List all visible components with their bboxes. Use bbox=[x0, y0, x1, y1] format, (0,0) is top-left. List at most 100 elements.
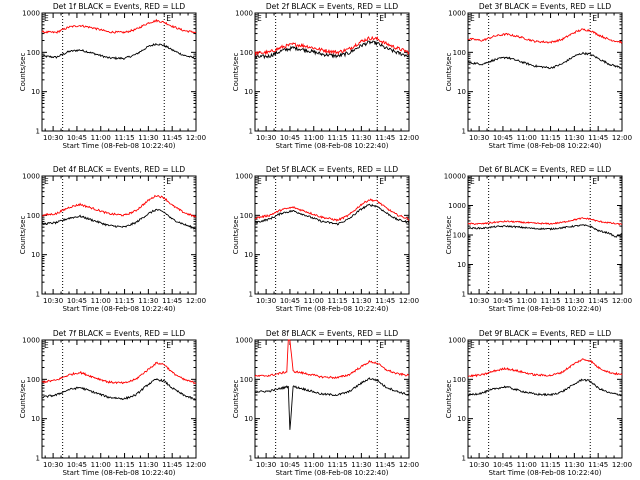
x-tick-label: 11:00 bbox=[304, 461, 324, 469]
series-lld-line bbox=[467, 217, 622, 226]
y-tick-label: 100 bbox=[27, 376, 40, 384]
series-lld-line bbox=[254, 35, 410, 57]
marker-label-right: E bbox=[379, 341, 384, 350]
marker-label-right: E bbox=[592, 177, 597, 186]
x-tick-label: 11:30 bbox=[138, 297, 158, 305]
x-tick-label: 12:00 bbox=[612, 134, 632, 142]
series-lld-line bbox=[254, 339, 410, 380]
x-tick-label: 10:45 bbox=[493, 297, 513, 305]
x-tick-label: 10:45 bbox=[67, 461, 87, 469]
x-tick-label: 10:45 bbox=[280, 461, 300, 469]
y-tick-label: 10 bbox=[457, 88, 466, 96]
x-tick-label: 11:15 bbox=[327, 461, 347, 469]
x-tick-label: 11:00 bbox=[304, 297, 324, 305]
y-tick-label: 100 bbox=[27, 212, 40, 220]
x-tick-label: 10:30 bbox=[43, 134, 63, 142]
y-axis-label: Counts/sec bbox=[445, 380, 453, 419]
y-axis-label: Counts/sec bbox=[232, 53, 240, 92]
y-tick-label: 1 bbox=[462, 291, 466, 299]
marker-label-left: E bbox=[257, 341, 262, 350]
series-events-line bbox=[467, 224, 623, 238]
y-tick-label: 10 bbox=[457, 415, 466, 423]
x-tick-label: 12:00 bbox=[399, 297, 419, 305]
panel-det-1f: Det 1f BLACK = Events, RED = LLD 1 10 100 10… bbox=[19, 2, 206, 150]
x-tick-label: 10:45 bbox=[67, 297, 87, 305]
marker-label-right: E bbox=[592, 341, 597, 350]
x-tick-label: 11:00 bbox=[91, 134, 111, 142]
series-lld-line bbox=[254, 198, 410, 222]
series-events-line bbox=[41, 208, 197, 230]
y-tick-label: 1000 bbox=[235, 337, 253, 345]
x-axis-label: Start Time (08-Feb-08 10:22:40) bbox=[275, 305, 388, 313]
y-tick-label: 1000 bbox=[22, 337, 40, 345]
marker-label-right: E bbox=[379, 177, 384, 186]
y-tick-label: 1000 bbox=[22, 173, 40, 181]
y-tick-label: 1 bbox=[36, 455, 40, 463]
x-tick-label: 11:30 bbox=[138, 461, 158, 469]
x-tick-label: 10:45 bbox=[493, 134, 513, 142]
y-tick-label: 100 bbox=[453, 232, 466, 240]
panel-det-8f: Det 8f BLACK = Events, RED = LLD 1 10 100 10… bbox=[232, 329, 419, 477]
y-tick-label: 10 bbox=[457, 261, 466, 269]
x-tick-label: 11:15 bbox=[540, 297, 560, 305]
plot-frame bbox=[467, 175, 623, 295]
y-tick-label: 10 bbox=[31, 251, 40, 259]
x-tick-label: 10:45 bbox=[280, 297, 300, 305]
marker-label-right: E bbox=[592, 14, 597, 23]
y-tick-label: 100 bbox=[240, 212, 253, 220]
chart-title: Det 8f BLACK = Events, RED = LLD bbox=[266, 329, 399, 338]
x-tick-label: 11:30 bbox=[138, 134, 158, 142]
x-tick-label: 10:30 bbox=[469, 134, 489, 142]
x-tick-label: 10:30 bbox=[469, 461, 489, 469]
x-tick-label: 11:15 bbox=[114, 134, 134, 142]
y-tick-label: 1000 bbox=[448, 10, 466, 18]
series-events-line bbox=[254, 40, 410, 60]
x-tick-label: 11:15 bbox=[327, 297, 347, 305]
x-tick-label: 12:00 bbox=[612, 297, 632, 305]
x-tick-label: 11:30 bbox=[351, 297, 371, 305]
marker-label-left: E bbox=[470, 177, 475, 186]
plot-frame bbox=[41, 339, 197, 459]
chart-title: Det 5f BLACK = Events, RED = LLD bbox=[266, 165, 399, 174]
x-tick-label: 11:15 bbox=[114, 297, 134, 305]
y-tick-label: 1000 bbox=[235, 173, 253, 181]
series-lld-line bbox=[467, 358, 623, 378]
y-tick-label: 10 bbox=[31, 88, 40, 96]
x-tick-label: 11:30 bbox=[351, 134, 371, 142]
series-events-line bbox=[41, 43, 196, 61]
chart-title: Det 2f BLACK = Events, RED = LLD bbox=[266, 2, 399, 11]
y-tick-label: 1000 bbox=[448, 337, 466, 345]
x-tick-label: 11:30 bbox=[564, 461, 584, 469]
y-axis-label: Counts/sec bbox=[19, 216, 27, 255]
y-tick-label: 1 bbox=[36, 128, 40, 136]
y-axis-label: Counts/sec bbox=[232, 216, 240, 255]
chart-title: Det 4f BLACK = Events, RED = LLD bbox=[53, 165, 186, 174]
x-tick-label: 11:15 bbox=[540, 134, 560, 142]
chart-title: Det 1f BLACK = Events, RED = LLD bbox=[53, 2, 186, 11]
marker-label-left: E bbox=[44, 341, 49, 350]
x-tick-label: 12:00 bbox=[186, 297, 206, 305]
x-tick-label: 10:30 bbox=[256, 134, 276, 142]
y-tick-label: 100 bbox=[453, 376, 466, 384]
x-tick-label: 11:45 bbox=[588, 461, 608, 469]
x-tick-label: 11:45 bbox=[588, 297, 608, 305]
x-tick-label: 11:45 bbox=[162, 461, 182, 469]
plot-frame bbox=[254, 12, 410, 132]
y-tick-label: 10 bbox=[31, 415, 40, 423]
panel-det-4f: Det 4f BLACK = Events, RED = LLD 1 10 100 10… bbox=[19, 165, 206, 313]
x-axis-label: Start Time (08-Feb-08 10:22:40) bbox=[275, 469, 388, 477]
panel-det-3f: Det 3f BLACK = Events, RED = LLD 1 10 100 10… bbox=[445, 2, 632, 150]
x-axis-label: Start Time (08-Feb-08 10:22:40) bbox=[488, 142, 601, 150]
plot-frame bbox=[254, 339, 410, 459]
series-events-line bbox=[467, 378, 623, 397]
plot-frame bbox=[41, 12, 197, 132]
x-tick-label: 11:00 bbox=[517, 134, 537, 142]
y-tick-label: 1000 bbox=[22, 10, 40, 18]
x-tick-label: 10:30 bbox=[469, 297, 489, 305]
x-tick-label: 11:00 bbox=[304, 134, 324, 142]
y-tick-label: 10 bbox=[244, 415, 253, 423]
marker-label-left: E bbox=[470, 341, 475, 350]
marker-label-right: E bbox=[166, 14, 171, 23]
chart-title: Det 3f BLACK = Events, RED = LLD bbox=[479, 2, 612, 11]
